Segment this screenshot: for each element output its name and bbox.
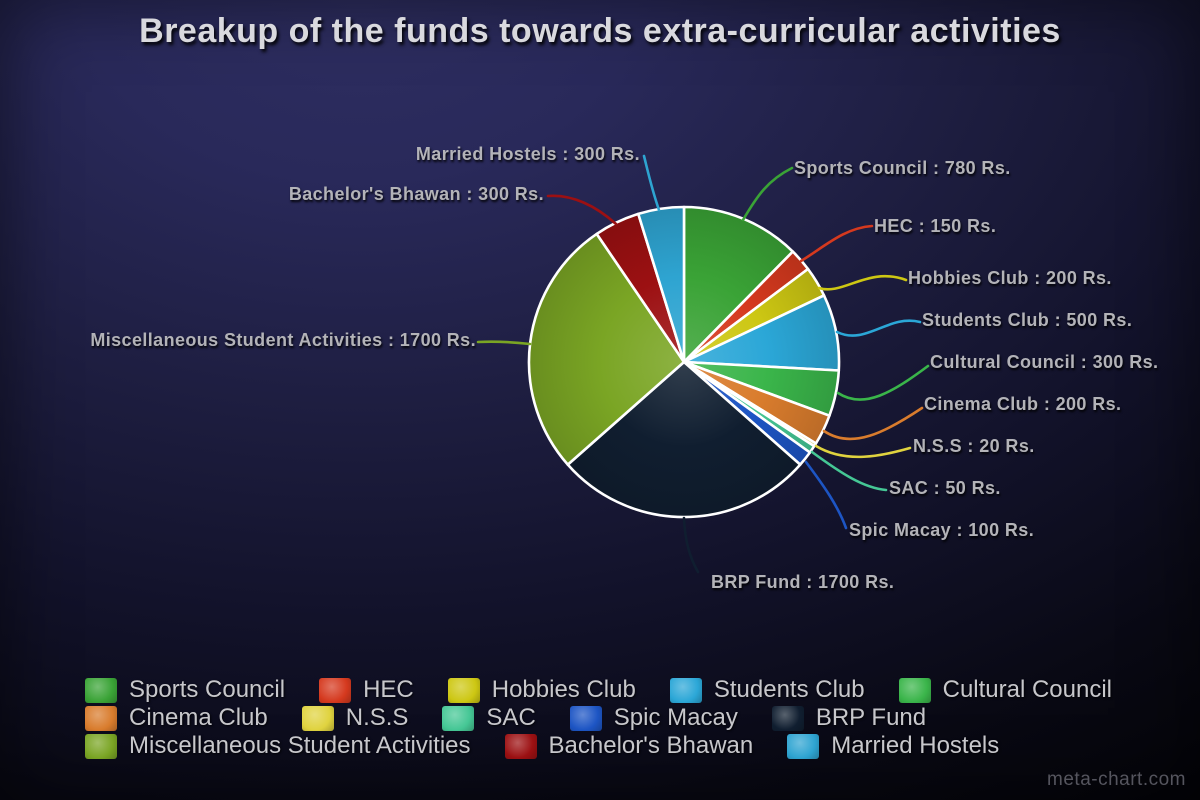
slice-callout-bachelor-s-bhawan: Bachelor's Bhawan : 300 Rs.: [288, 184, 544, 204]
legend-label-miscellaneous-student-activities: Miscellaneous Student Activities: [129, 732, 471, 759]
slice-callout-cultural-council: Cultural Council : 300 Rs.: [930, 352, 1159, 372]
leader-line-sac: [810, 450, 888, 492]
legend-item-bachelor-s-bhawan: Bachelor's Bhawan: [504, 732, 754, 760]
legend-swatch-bachelor-s-bhawan: [504, 733, 537, 759]
legend-swatch-miscellaneous-student-activities: [85, 733, 117, 759]
legend-swatch-hobbies-club: [447, 677, 480, 703]
legend-item-cultural-council: Cultural Council: [898, 676, 1113, 704]
pie-slice-married-hostels: [637, 205, 686, 364]
watermark-text: meta-chart.com: [1047, 769, 1186, 790]
legend-item-hobbies-club: Hobbies Club: [447, 676, 636, 704]
leader-line-bachelor-s-bhawan: [546, 194, 618, 226]
legend-label-spic-macay: Spic Macay: [613, 704, 738, 731]
leader-line-miscellaneous-student-activities: [476, 340, 532, 346]
leader-lines-group: [476, 154, 930, 574]
leader-line-hec: [799, 224, 874, 263]
leader-line-n-s-s: [814, 444, 912, 459]
legend-item-spic-macay: Spic Macay: [569, 704, 738, 732]
slice-callout-sports-council: Sports Council : 780 Rs.: [794, 158, 1011, 178]
slice-callout-spic-macay: Spic Macay : 100 Rs.: [849, 520, 1035, 540]
legend-swatch-spic-macay: [569, 705, 602, 731]
legend-item-students-club: Students Club: [669, 676, 865, 704]
legend-row-2: Cinema Club N.S.S SAC Spic Macay BRP Fund: [85, 704, 1155, 732]
legend-item-sports-council: Sports Council: [85, 676, 285, 704]
legend-swatch-n-s-s: [301, 705, 334, 731]
legend-label-cultural-council: Cultural Council: [942, 676, 1113, 703]
leader-line-sports-council: [741, 166, 794, 222]
pie-slices-group: [527, 205, 841, 519]
legend-item-miscellaneous-student-activities: Miscellaneous Student Activities: [85, 732, 471, 760]
legend-label-sac: SAC: [486, 704, 536, 731]
legend-item-married-hostels: Married Hostels: [787, 732, 999, 760]
legend-item-brp-fund: BRP Fund: [771, 704, 927, 732]
slice-callout-miscellaneous-student-activities: Miscellaneous Student Activities : 1700 …: [90, 330, 476, 350]
legend-item-n-s-s: N.S.S: [301, 704, 409, 732]
leader-line-students-club: [835, 319, 922, 337]
legend-label-brp-fund: BRP Fund: [815, 704, 927, 731]
leader-line-spic-macay: [804, 460, 848, 530]
slice-callout-married-hostels: Married Hostels : 300 Rs.: [415, 144, 640, 164]
slice-callout-n-s-s: N.S.S : 20 Rs.: [913, 436, 1035, 456]
slice-callout-cinema-club: Cinema Club : 200 Rs.: [924, 394, 1122, 414]
leader-line-cultural-council: [836, 364, 930, 401]
legend-label-bachelor-s-bhawan: Bachelor's Bhawan: [548, 732, 754, 759]
legend-swatch-students-club: [669, 677, 702, 703]
slice-callout-hobbies-club: Hobbies Club : 200 Rs.: [908, 268, 1112, 288]
legend-item-hec: HEC: [319, 676, 414, 704]
slice-callout-brp-fund: BRP Fund : 1700 Rs.: [711, 572, 895, 592]
legend-swatch-cultural-council: [898, 677, 931, 703]
slice-callout-hec: HEC : 150 Rs.: [874, 216, 997, 236]
legend-label-hec: HEC: [363, 676, 414, 703]
legend-swatch-sac: [442, 705, 475, 731]
legend-swatch-sports-council: [85, 677, 117, 703]
legend-label-n-s-s: N.S.S: [345, 704, 409, 731]
leader-line-brp-fund: [682, 516, 700, 574]
legend-label-sports-council: Sports Council: [129, 676, 286, 703]
chart-legend: Sports Council HEC Hobbies Club Students Cl…: [85, 676, 1155, 760]
legend-swatch-hec: [319, 677, 352, 703]
slice-callout-students-club: Students Club : 500 Rs.: [922, 310, 1133, 330]
slice-callout-sac: SAC : 50 Rs.: [889, 478, 1001, 498]
legend-label-married-hostels: Married Hostels: [831, 732, 1000, 759]
legend-swatch-married-hostels: [787, 733, 820, 759]
legend-label-students-club: Students Club: [713, 676, 865, 703]
leader-line-married-hostels: [642, 154, 661, 212]
legend-swatch-brp-fund: [771, 705, 804, 731]
legend-row-3: Miscellaneous Student Activities Bachelor…: [85, 732, 1155, 760]
legend-label-hobbies-club: Hobbies Club: [491, 676, 636, 703]
leader-line-hobbies-club: [817, 274, 908, 291]
leader-line-cinema-club: [822, 406, 924, 441]
legend-swatch-cinema-club: [85, 705, 117, 731]
legend-label-cinema-club: Cinema Club: [129, 704, 268, 731]
legend-row-1: Sports Council HEC Hobbies Club Students Cl…: [85, 676, 1155, 704]
legend-item-cinema-club: Cinema Club: [85, 704, 268, 732]
chart-title: Breakup of the funds towards extra-curri…: [139, 12, 1061, 50]
legend-item-sac: SAC: [442, 704, 536, 732]
